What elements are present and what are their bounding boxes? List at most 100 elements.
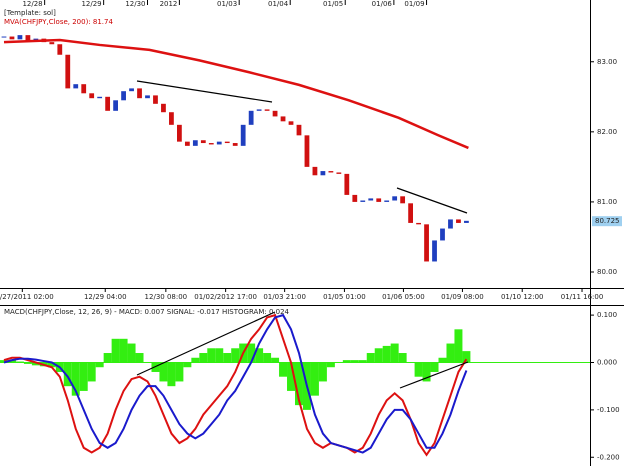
x-tick-label: 12/27/2011 02:00 [0, 293, 54, 301]
histogram-bar [374, 348, 383, 363]
histogram-bar [310, 362, 319, 396]
histogram-bar [151, 362, 160, 372]
x-tick-label: 12/30 08:00 [145, 293, 188, 301]
candle [1, 36, 7, 38]
histogram-bar [7, 360, 16, 363]
candle [424, 224, 429, 262]
y-tick-label: -0.100 [597, 406, 620, 414]
histogram-bar [15, 361, 24, 363]
trend-line [136, 311, 276, 376]
histogram-bar [231, 348, 240, 363]
date-tick-label: 01/06 [372, 0, 393, 8]
histogram-bar [382, 345, 391, 363]
histogram-bar [287, 362, 295, 391]
histogram-bar [350, 360, 359, 363]
candle [65, 54, 71, 89]
candle [400, 196, 406, 204]
histogram-bar [103, 353, 112, 363]
candle [336, 172, 342, 174]
histogram-bar [366, 353, 375, 363]
histogram-bar [398, 353, 407, 363]
candle [57, 44, 63, 55]
y-tick-label: 80.00 [597, 268, 617, 276]
date-tick-label: 01/03 [217, 0, 237, 8]
candle [97, 96, 103, 99]
histogram-bar [446, 343, 455, 363]
histogram-bar [167, 362, 176, 387]
candle [456, 219, 461, 223]
histogram-bar [414, 362, 423, 377]
x-tick-label: 01/02/2012 17:00 [194, 293, 257, 301]
candle [153, 95, 158, 104]
histogram-bar [127, 343, 136, 363]
candle [33, 38, 39, 41]
histogram-bar [358, 360, 367, 363]
y-tick-label: 83.00 [597, 58, 617, 66]
candle [25, 35, 31, 41]
x-tick-label: 01/03 21:00 [263, 293, 306, 301]
y-tick-label: 0.100 [597, 311, 617, 319]
histogram-bar [71, 362, 80, 396]
histogram-bar [263, 353, 272, 363]
candle [272, 110, 278, 117]
candle [328, 171, 334, 173]
candle [177, 124, 182, 142]
date-tick-label: 12/29 [81, 0, 101, 8]
histogram-bar [247, 343, 256, 363]
candle [360, 200, 366, 202]
x-tick-label: 01/11 16:00 [561, 293, 604, 301]
histogram-bar [31, 362, 40, 366]
histogram-bar [159, 362, 168, 382]
y-tick-label: 81.00 [597, 198, 617, 206]
y-tick-label: 0.000 [597, 358, 617, 366]
histogram-bar [223, 353, 232, 363]
candle [264, 109, 270, 111]
candle [216, 141, 222, 145]
histogram-bar [454, 329, 463, 363]
candle [184, 141, 190, 146]
candle [224, 141, 230, 144]
trend-line [136, 80, 273, 103]
template-label: [Template: sol] [4, 9, 56, 17]
date-tick-label: 2012 [160, 0, 178, 8]
candle [137, 88, 142, 99]
histogram-bar [79, 362, 88, 391]
last-price-label: 80.725 [595, 217, 620, 225]
candle [312, 166, 318, 176]
candle [440, 228, 445, 241]
date-tick-label: 01/09 [404, 0, 424, 8]
histogram-bar [175, 362, 184, 382]
candle [105, 96, 111, 111]
candle [376, 198, 382, 202]
candle [408, 203, 413, 223]
histogram-bar [279, 362, 288, 377]
histogram-bar [23, 362, 32, 364]
candle [192, 140, 198, 146]
candle [392, 196, 398, 201]
x-tick-label: 01/09 08:00 [441, 293, 484, 301]
candle [208, 143, 214, 145]
x-tick-label: 01/06 05:00 [382, 293, 425, 301]
histogram-bar [438, 357, 447, 363]
candle [240, 124, 246, 146]
histogram-bar [135, 353, 144, 363]
moving-average [3, 38, 469, 150]
candle [161, 103, 166, 113]
candle [288, 121, 294, 125]
candle [129, 88, 134, 92]
ma-legend: MVA(CHFJPY,Close, 200): 81.74 [4, 18, 113, 26]
candle [81, 84, 87, 94]
candle [280, 116, 286, 122]
candle [145, 95, 150, 99]
histogram-bar [326, 362, 335, 368]
last-price-tag [592, 216, 622, 227]
candle [200, 140, 206, 144]
histogram-bar [422, 362, 431, 382]
date-tick-label: 01/05 [323, 0, 343, 8]
candle [73, 84, 79, 89]
candle [113, 100, 118, 111]
candle [121, 91, 126, 101]
histogram-bar [295, 362, 303, 406]
